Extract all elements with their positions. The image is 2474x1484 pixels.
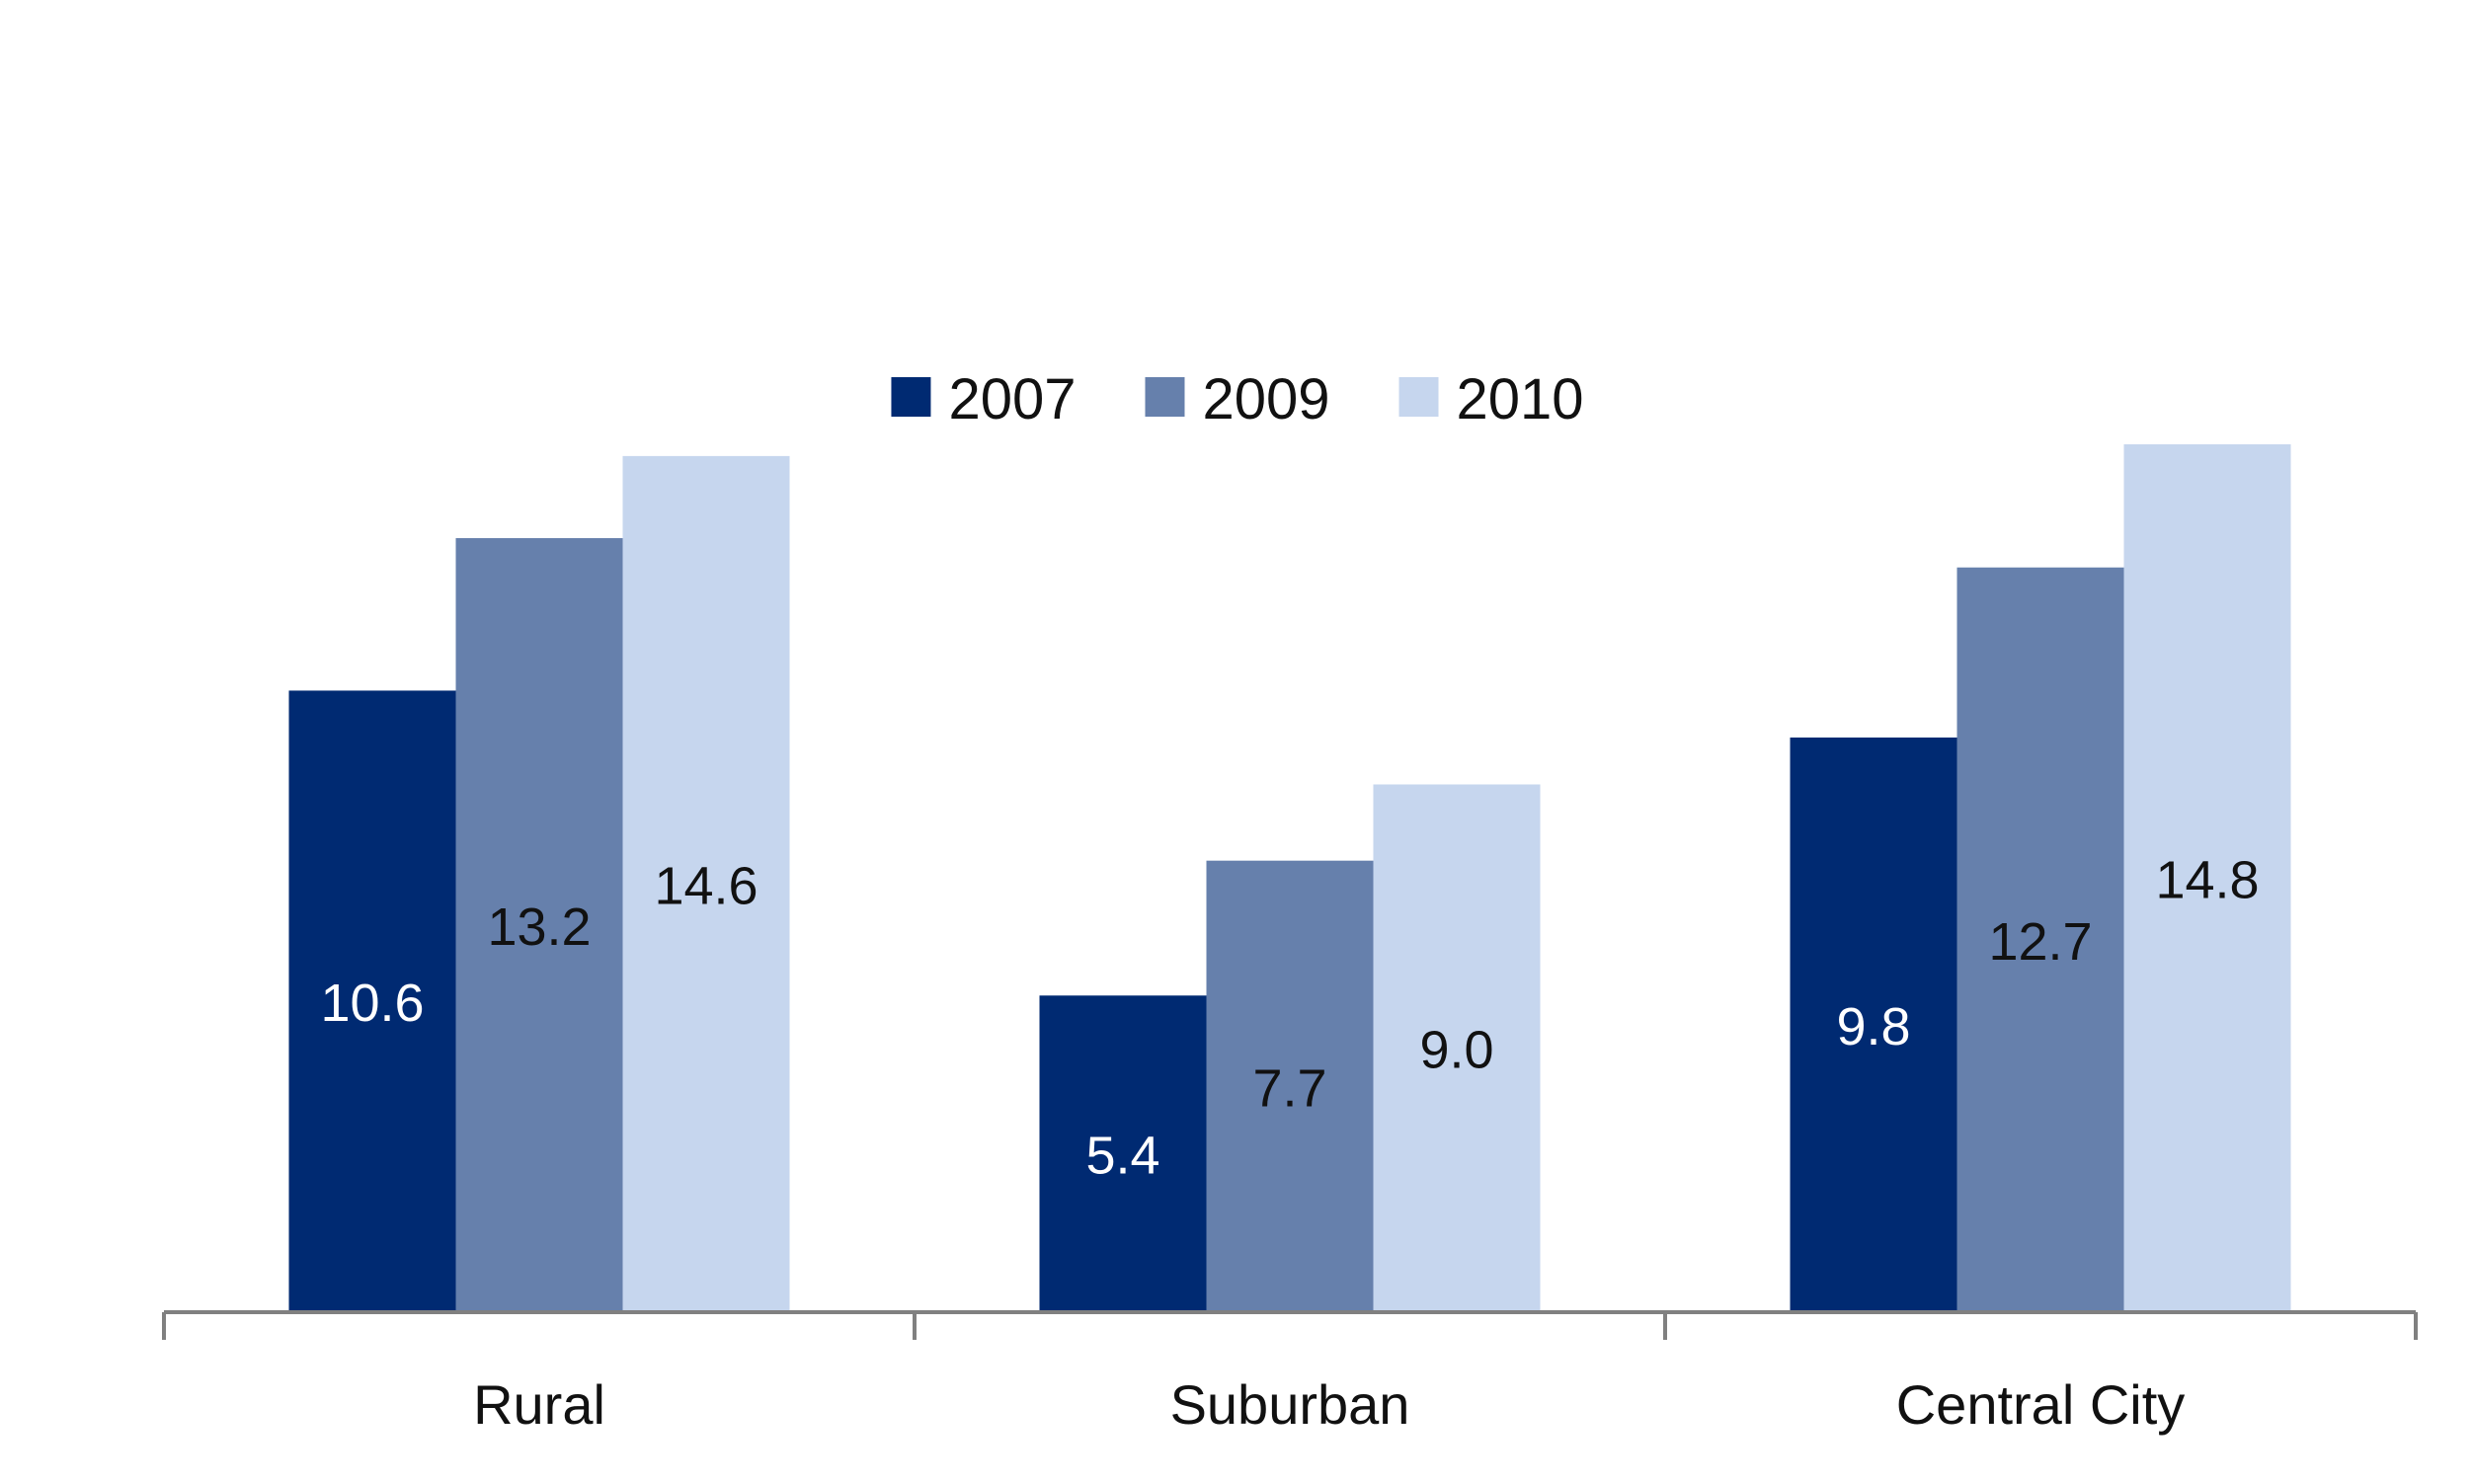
data-labels-group: 10.6 13.2 14.6 5.4 7.7 9.0 9.8 12.7 14.8 bbox=[320, 851, 2259, 1186]
x-axis-ticks bbox=[162, 1312, 2418, 1340]
bar-central-city-2007 bbox=[1790, 737, 1957, 1312]
bar-central-city-2009 bbox=[1956, 567, 2124, 1312]
legend-swatch-2009 bbox=[1145, 377, 1185, 417]
data-label-rural-2007: 10.6 bbox=[320, 974, 424, 1033]
bar-suburban-2010 bbox=[1373, 784, 1541, 1312]
data-label-central-city-2010: 14.8 bbox=[2155, 851, 2259, 910]
data-label-suburban-2010: 9.0 bbox=[1419, 1021, 1493, 1080]
legend-label-2009: 2009 bbox=[1202, 367, 1329, 431]
category-labels: Rural Suburban Central City bbox=[473, 1373, 2185, 1436]
data-label-central-city-2009: 12.7 bbox=[1988, 912, 2092, 972]
legend-label-2010: 2010 bbox=[1457, 367, 1584, 431]
category-label-rural: Rural bbox=[473, 1373, 605, 1436]
bar-suburban-2007 bbox=[1039, 995, 1207, 1312]
category-label-suburban: Suburban bbox=[1170, 1373, 1410, 1436]
data-label-suburban-2009: 7.7 bbox=[1252, 1058, 1326, 1118]
legend-label-2007: 2007 bbox=[948, 367, 1076, 431]
bar-suburban-2009 bbox=[1206, 860, 1374, 1312]
data-label-rural-2010: 14.6 bbox=[654, 856, 758, 915]
data-label-central-city-2007: 9.8 bbox=[1836, 997, 1910, 1056]
bar-rural-2007 bbox=[288, 690, 456, 1312]
bar-rural-2009 bbox=[455, 538, 623, 1312]
bars-group bbox=[288, 444, 2291, 1312]
legend-swatch-2007 bbox=[891, 377, 931, 417]
data-label-rural-2009: 13.2 bbox=[487, 898, 591, 957]
data-label-suburban-2007: 5.4 bbox=[1085, 1127, 1159, 1186]
category-label-central-city: Central City bbox=[1896, 1373, 2186, 1436]
bar-central-city-2010 bbox=[2123, 444, 2291, 1312]
legend-swatch-2010 bbox=[1398, 377, 1439, 417]
legend: 2007 2009 2010 bbox=[891, 367, 1584, 431]
bar-rural-2010 bbox=[622, 455, 790, 1312]
